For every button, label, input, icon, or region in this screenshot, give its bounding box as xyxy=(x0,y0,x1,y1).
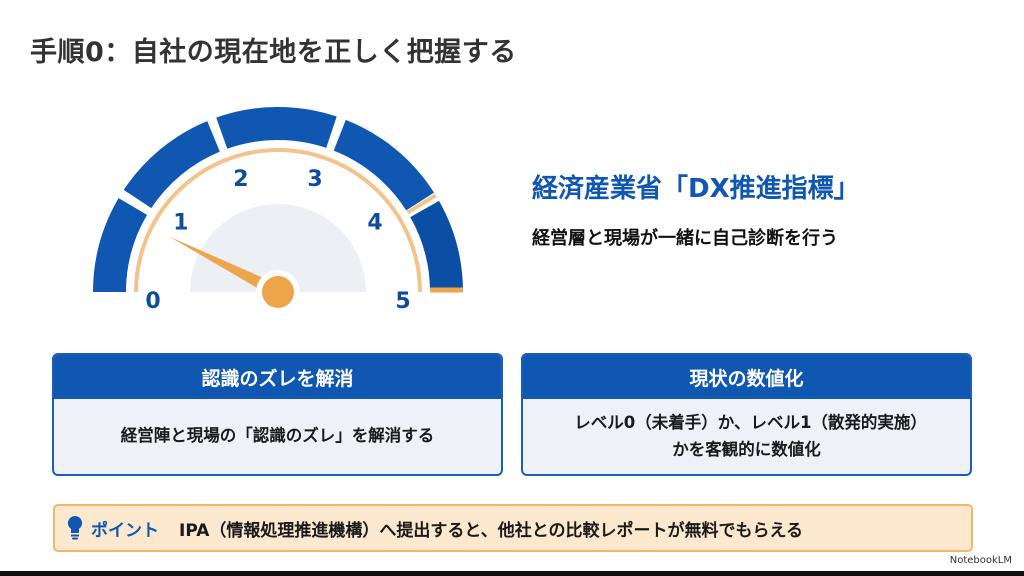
gauge-tick-label: 5 xyxy=(395,289,410,314)
gauge-segment xyxy=(333,119,435,211)
gauge-tick-label: 1 xyxy=(173,210,188,235)
lightbulb-icon xyxy=(67,515,83,540)
gauge-scale-arc xyxy=(134,148,422,293)
card-title: 認識のズレを解消 xyxy=(54,355,501,399)
point-banner: ポイント IPA（情報処理推進機構）へ提出すると、他社との比較レポートが無料でも… xyxy=(53,504,973,552)
gauge-accent-divider xyxy=(406,193,437,215)
gauge-needle xyxy=(169,236,282,299)
page-title: 手順0：自社の現在地を正しく把握する xyxy=(30,37,517,68)
gauge-tick-label: 4 xyxy=(367,210,382,235)
card-body: レベル0（未着手）か、レベル1（散発的実施）かを客観的に数値化 xyxy=(574,413,919,459)
subline: 経営層と現場が一緒に自己診断を行う xyxy=(532,228,838,249)
dx-level-gauge: 0 1 2 3 4 5 xyxy=(93,107,463,314)
gauge-segment xyxy=(93,198,148,292)
gauge-tick-label: 0 xyxy=(145,289,160,314)
gauge-hub xyxy=(262,276,294,308)
gauge-segment xyxy=(410,200,463,292)
card-title: 現状の数値化 xyxy=(523,355,970,399)
gauge-segment xyxy=(123,121,220,209)
bottom-bar xyxy=(0,571,1024,576)
card-recognition-gap: 認識のズレを解消 経営陣と現場の「認識のズレ」を解消する xyxy=(52,353,503,476)
card-quantify-status: 現状の数値化 レベル0（未着手）か、レベル1（散発的実施）かを客観的に数値化 xyxy=(521,353,972,476)
card-body: 経営陣と現場の「認識のズレ」を解消する xyxy=(120,426,435,446)
gauge-tick-label: 2 xyxy=(233,167,248,192)
point-label: ポイント xyxy=(91,520,159,541)
brand-watermark: NotebookLM xyxy=(949,555,1012,566)
gauge-tick-label: 3 xyxy=(307,167,322,192)
point-text: IPA（情報処理推進機構）へ提出すると、他社との比較レポートが無料でもらえる xyxy=(179,520,804,541)
gauge-segment xyxy=(216,107,337,149)
headline: 経済産業省「DX推進指標」 xyxy=(532,174,860,204)
